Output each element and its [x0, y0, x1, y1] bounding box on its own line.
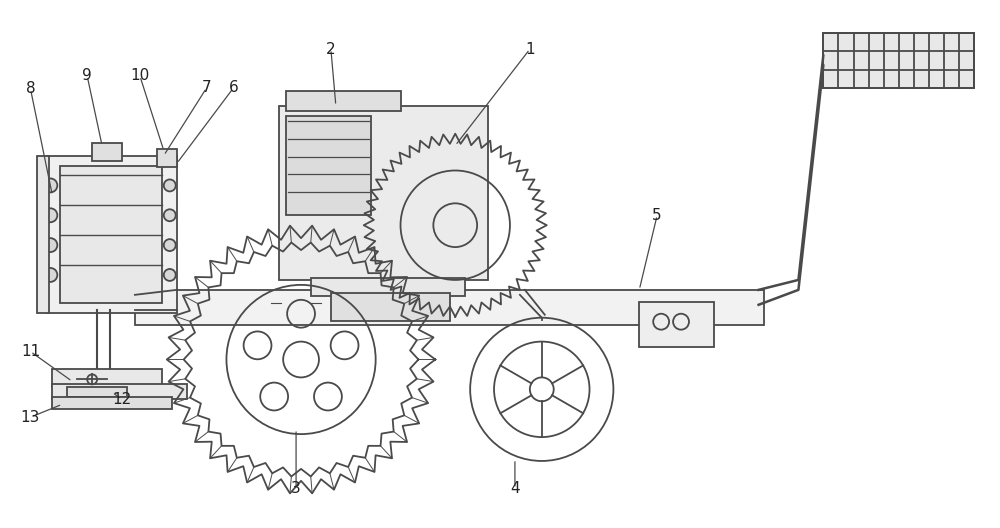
Circle shape [164, 209, 176, 221]
Circle shape [43, 268, 57, 282]
Bar [286, 91, 401, 111]
Text: 12: 12 [112, 392, 132, 407]
Bar [286, 116, 371, 215]
Bar [639, 302, 714, 346]
Circle shape [43, 178, 57, 192]
Bar [311, 278, 465, 296]
Text: 7: 7 [202, 80, 211, 96]
Bar [52, 384, 187, 399]
Text: 11: 11 [21, 344, 40, 359]
Text: 5: 5 [652, 208, 662, 223]
Bar [37, 156, 49, 313]
Text: 10: 10 [130, 69, 150, 83]
Text: 3: 3 [291, 482, 301, 496]
Text: 4: 4 [510, 482, 520, 496]
Bar [135, 290, 764, 325]
Text: 8: 8 [26, 81, 35, 97]
Circle shape [164, 180, 176, 191]
Text: 2: 2 [326, 42, 336, 56]
Text: 6: 6 [229, 80, 238, 96]
Bar [157, 148, 177, 166]
Bar [52, 370, 162, 388]
Text: 13: 13 [21, 410, 40, 425]
Bar [331, 293, 450, 320]
Circle shape [43, 238, 57, 252]
Bar [60, 165, 162, 303]
Circle shape [164, 239, 176, 251]
Circle shape [164, 269, 176, 281]
Bar [279, 106, 488, 280]
Bar [135, 285, 170, 293]
Bar [67, 388, 127, 397]
Bar [52, 397, 172, 409]
Circle shape [43, 208, 57, 222]
Text: 9: 9 [82, 69, 92, 83]
Text: 1: 1 [525, 42, 535, 56]
Bar [92, 143, 122, 161]
Bar [823, 33, 974, 88]
Bar [47, 156, 177, 313]
